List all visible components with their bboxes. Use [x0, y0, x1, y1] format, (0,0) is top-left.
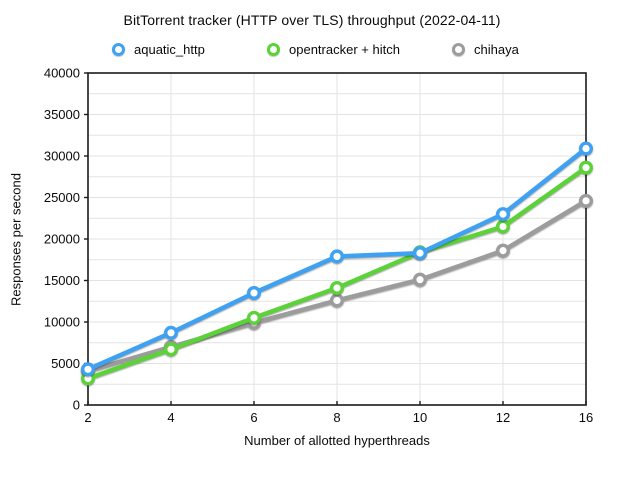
chart-title: BitTorrent tracker (HTTP over TLS) throu…	[123, 12, 501, 28]
y-axis-tick-label: 25000	[44, 190, 80, 205]
data-point-marker	[579, 160, 594, 175]
data-point-marker	[413, 272, 428, 287]
y-axis-tick-label: 20000	[44, 232, 80, 247]
data-point-marker	[496, 243, 511, 258]
legend-item-chihaya: chihaya	[452, 41, 519, 57]
x-axis-tick-label: 4	[167, 410, 174, 425]
x-axis-tick-label: 8	[333, 410, 340, 425]
y-axis-tick-label: 30000	[44, 149, 80, 164]
legend-label: opentracker + hitch	[289, 41, 400, 57]
x-axis-tick-label: 10	[413, 410, 427, 425]
data-point-marker	[496, 207, 511, 222]
legend-item-aquatic-http: aquatic_http	[112, 41, 205, 57]
x-axis-tick-label: 6	[250, 410, 257, 425]
y-axis-tick-label: 0	[73, 398, 80, 413]
y-axis-tick-label: 10000	[44, 315, 80, 330]
data-point-marker	[80, 362, 95, 377]
legend-label: chihaya	[474, 41, 519, 57]
legend-marker-circle-icon	[267, 42, 280, 56]
data-point-marker	[330, 249, 345, 264]
legend-item-opentracker-hitch: opentracker + hitch	[267, 41, 400, 57]
y-axis-tick-label: 40000	[44, 66, 80, 81]
series-aquatic-http	[80, 141, 594, 377]
y-axis-tick-label: 5000	[51, 356, 80, 371]
data-point-marker	[330, 293, 345, 308]
legend-marker-circle-icon	[112, 42, 125, 56]
series-opentracker-hitch	[80, 160, 594, 386]
x-axis-title: Number of allotted hyperthreads	[244, 433, 430, 448]
y-axis-tick-label: 35000	[44, 107, 80, 122]
x-axis-tick-label: 2	[84, 410, 91, 425]
x-axis-tick-label: 12	[496, 410, 510, 425]
legend-label: aquatic_http	[134, 41, 205, 57]
data-point-marker	[246, 285, 261, 300]
data-point-marker	[579, 193, 594, 208]
data-point-marker	[163, 342, 178, 357]
data-point-marker	[163, 325, 178, 340]
legend-marker-circle-icon	[452, 42, 465, 56]
data-point-marker	[579, 141, 594, 156]
data-point-marker	[246, 310, 261, 325]
x-axis-tick-label: 16	[579, 410, 593, 425]
data-point-marker	[496, 219, 511, 234]
data-point-marker	[413, 246, 428, 261]
y-axis-tick-label: 15000	[44, 273, 80, 288]
data-point-marker	[330, 280, 345, 295]
